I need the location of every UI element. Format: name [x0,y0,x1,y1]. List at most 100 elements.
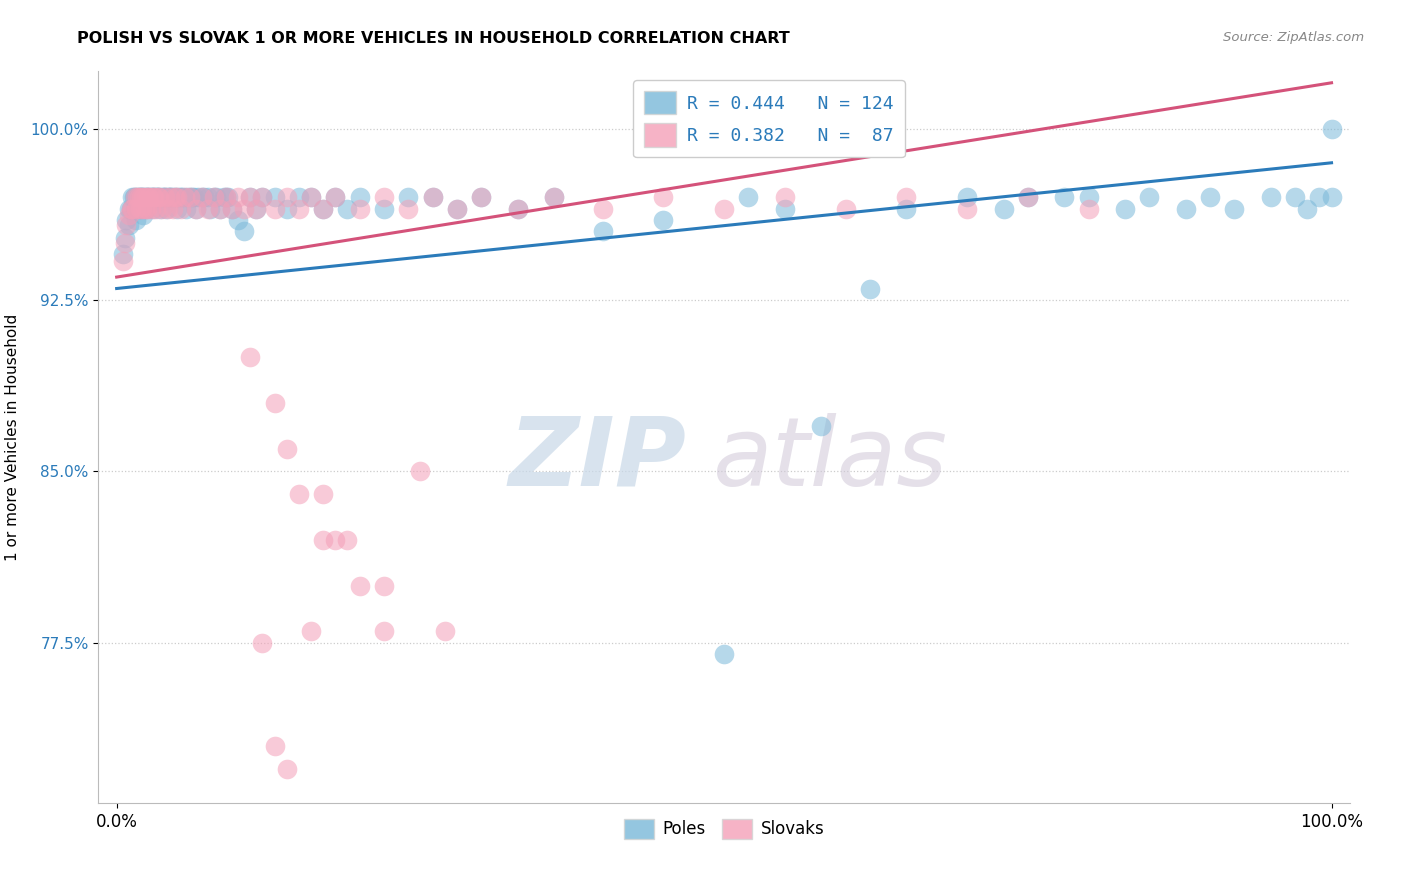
Point [111,254,134,268]
Point [124,190,146,204]
Point [159,190,181,204]
Point [1114,202,1136,216]
Point [1053,190,1076,204]
Point [138,190,160,204]
Point [115,213,138,227]
Point [349,202,371,216]
Point [993,202,1015,216]
Point [312,202,335,216]
Point [208,202,231,216]
Point [148,190,170,204]
Point [132,208,155,222]
Point [155,190,177,204]
Point [134,190,156,204]
Point [233,224,256,238]
Point [163,190,186,204]
Point [121,202,143,216]
Point [276,762,298,776]
Point [373,579,395,593]
Point [276,190,298,204]
Point [396,190,419,204]
Point [131,190,153,204]
Point [252,190,274,204]
Point [773,190,796,204]
Point [233,202,256,216]
Point [124,190,146,204]
Point [323,533,346,547]
Point [239,350,262,364]
Point [1296,202,1319,216]
Point [205,190,228,204]
Point [125,202,148,216]
Point [239,190,262,204]
Point [138,190,160,204]
Point [263,739,285,753]
Point [122,190,145,204]
Point [543,190,565,204]
Point [1199,190,1222,204]
Point [1077,202,1099,216]
Point [221,202,243,216]
Point [198,202,221,216]
Point [1017,190,1039,204]
Point [859,281,882,295]
Point [136,202,159,216]
Point [713,202,735,216]
Point [312,533,335,547]
Point [155,190,177,204]
Point [142,202,165,216]
Point [312,202,335,216]
Point [190,190,212,204]
Point [506,202,529,216]
Point [373,190,395,204]
Point [118,208,141,222]
Point [176,190,198,204]
Point [134,202,156,216]
Point [172,190,194,204]
Point [128,190,150,204]
Point [299,624,322,639]
Point [160,190,183,204]
Point [118,218,141,232]
Point [323,190,346,204]
Text: POLISH VS SLOVAK 1 OR MORE VEHICLES IN HOUSEHOLD CORRELATION CHART: POLISH VS SLOVAK 1 OR MORE VEHICLES IN H… [77,31,790,46]
Point [187,190,209,204]
Point [1260,190,1282,204]
Point [148,190,170,204]
Point [121,190,143,204]
Point [226,213,249,227]
Point [834,202,856,216]
Point [396,202,419,216]
Point [114,235,136,250]
Point [713,647,735,661]
Point [215,190,238,204]
Point [129,190,152,204]
Point [299,190,322,204]
Point [114,231,136,245]
Point [120,202,142,216]
Point [128,190,150,204]
Point [245,202,267,216]
Point [136,197,159,211]
Point [239,190,262,204]
Point [146,190,169,204]
Point [143,190,166,204]
Point [276,442,298,456]
Point [166,190,188,204]
Point [111,247,134,261]
Point [373,624,395,639]
Point [226,190,249,204]
Point [506,202,529,216]
Point [1077,190,1099,204]
Point [197,202,219,216]
Point [128,202,150,216]
Point [139,202,162,216]
Point [135,190,157,204]
Point [181,190,204,204]
Point [543,190,565,204]
Point [162,190,184,204]
Point [197,190,219,204]
Point [592,224,614,238]
Point [155,190,177,204]
Point [323,190,346,204]
